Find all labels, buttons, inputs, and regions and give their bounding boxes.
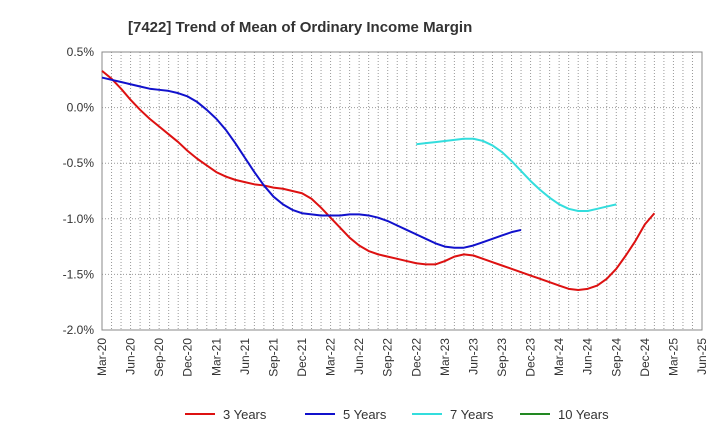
x-tick-label: Dec-24 [638,338,652,377]
x-tick-label: Sep-21 [266,338,280,377]
x-tick-label: Sep-20 [152,338,166,377]
legend-label: 7 Years [450,407,494,422]
legend: 3 Years 5 Years 7 Years 10 Years [185,407,609,422]
x-axis: Mar-20 Jun-20 Sep-20 Dec-20 Mar-21 Jun-21 Sep-… [95,338,709,377]
x-tick-label: Dec-20 [181,338,195,377]
legend-label: 5 Years [343,407,387,422]
x-tick-label: Jun-22 [352,338,366,375]
y-axis: 0.5% 0.0% -0.5% -1.0% -1.5% -2.0% [63,45,95,337]
grid-lines [101,51,703,331]
y-tick-label: 0.5% [67,45,95,59]
x-tick-label: Jun-23 [466,338,480,375]
y-tick-label: 0.0% [67,101,95,115]
y-tick-label: -1.5% [63,267,95,281]
x-tick-label: Jun-24 [581,338,595,375]
series-lines [101,70,656,291]
plot-area [102,52,702,330]
x-tick-label: Dec-22 [409,338,423,377]
x-tick-label: Mar-21 [209,338,223,376]
chart-title: [7422] Trend of Mean of Ordinary Income … [128,19,472,36]
x-tick-label: Jun-21 [238,338,252,375]
plot-background [102,52,702,330]
series-line-5-years [101,76,522,249]
x-tick-label: Dec-23 [524,338,538,377]
legend-label: 10 Years [558,407,609,422]
y-tick-label: -1.0% [63,212,95,226]
x-tick-label: Sep-22 [381,338,395,377]
x-tick-label: Mar-25 [666,338,680,376]
x-tick-label: Mar-23 [438,338,452,376]
series-line-7-years [416,137,617,213]
x-tick-label: Mar-24 [552,338,566,376]
y-tick-label: -2.0% [63,323,95,337]
x-tick-label: Dec-21 [295,338,309,377]
x-tick-label: Jun-25 [695,338,709,375]
x-tick-label: Mar-22 [324,338,338,376]
y-tick-label: -0.5% [63,156,95,170]
x-tick-label: Sep-23 [495,338,509,377]
plot-border [101,51,703,331]
series-line-3-years [101,70,656,291]
legend-label: 3 Years [223,407,267,422]
x-tick-label: Mar-20 [95,338,109,376]
x-tick-label: Sep-24 [609,338,623,377]
x-tick-label: Jun-20 [124,338,138,375]
